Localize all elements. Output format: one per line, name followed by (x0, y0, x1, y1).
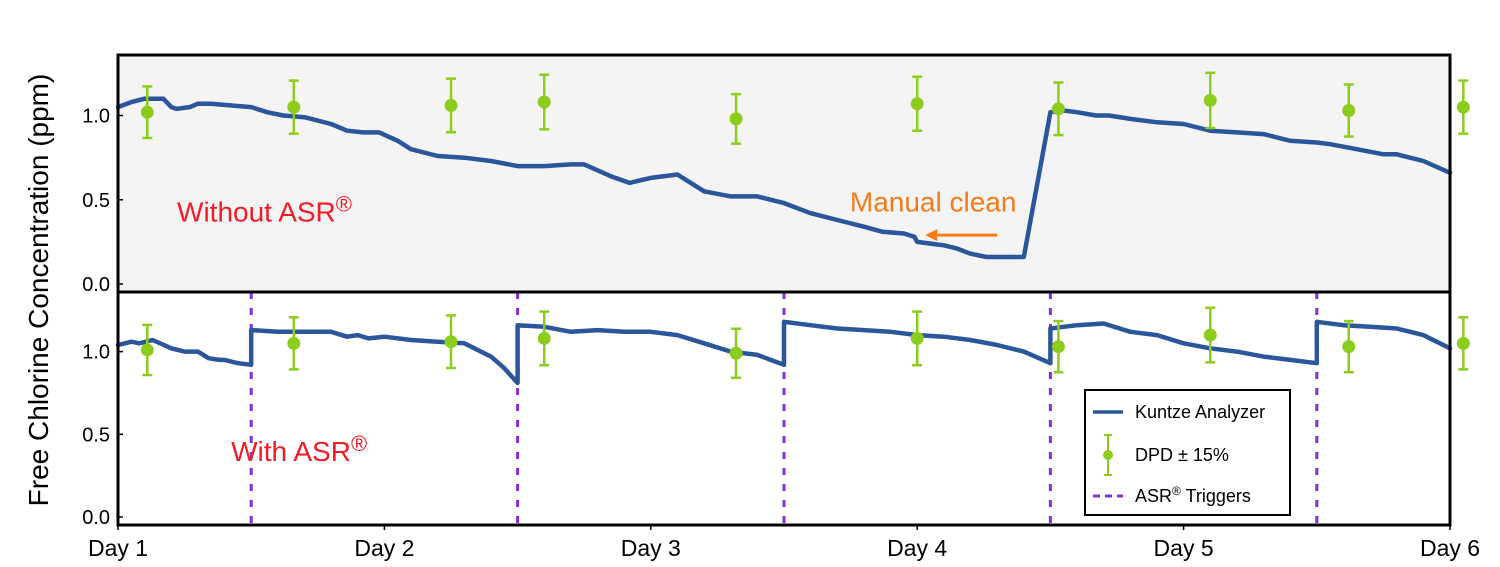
dpd-point (1203, 93, 1217, 107)
x-tick-label: Day 2 (354, 535, 414, 561)
y-tick-label: 0.5 (82, 424, 110, 446)
x-axis: Day 1 Day 2 Day 3 Day 4 Day 5 Day 6 (88, 525, 1480, 561)
dpd-point (1456, 100, 1470, 114)
dpd-point (1203, 328, 1217, 342)
dpd-point (910, 97, 924, 111)
dpd-point (1342, 103, 1356, 117)
panel-background (118, 55, 1450, 292)
legend-label: ASR® Triggers (1135, 484, 1251, 506)
y-axis-label: Free Chlorine Concentration (ppm) (23, 74, 54, 507)
panel-annotation: With ASR® (231, 431, 367, 467)
x-tick-label: Day 4 (887, 535, 947, 561)
dpd-point (1456, 336, 1470, 350)
panel-with: 0.0 0.5 1.0 With ASR® (82, 290, 1470, 529)
analyzer-series-line (115, 96, 1453, 260)
y-tick-label: 0.0 (82, 507, 110, 529)
dpd-point (729, 112, 743, 126)
dpd-point (729, 346, 743, 360)
plot-layer: 0.0 0.5 1.0 Without ASR® Manual clean 0.0 0.5 1… (82, 53, 1480, 561)
dpd-point (1342, 340, 1356, 354)
dpd-point (287, 100, 301, 114)
dpd-point (1051, 102, 1065, 116)
x-tick-label: Day 1 (88, 535, 148, 561)
legend-label: DPD ± 15% (1135, 445, 1229, 465)
x-tick-label: Day 6 (1420, 535, 1480, 561)
y-tick-label: 0.0 (82, 274, 110, 296)
manual-clean-arrowhead (925, 229, 938, 242)
dpd-point (287, 336, 301, 350)
dpd-point (910, 331, 924, 345)
dpd-point (1051, 340, 1065, 354)
y-tick-label: 1.0 (82, 342, 110, 364)
manual-clean-label: Manual clean (850, 187, 1017, 218)
analyzer-series-line (115, 319, 1453, 386)
panel-annotation: Without ASR® (177, 192, 352, 228)
dpd-point (537, 331, 551, 345)
legend-dot-swatch (1103, 450, 1113, 460)
panel-frame (116, 290, 1452, 527)
x-tick-label: Day 3 (621, 535, 681, 561)
x-tick-label: Day 5 (1154, 535, 1214, 561)
y-tick-label: 1.0 (82, 106, 110, 128)
dpd-point (537, 95, 551, 109)
dpd-point (140, 105, 154, 119)
dpd-point (444, 335, 458, 349)
legend: Kuntze Analyzer DPD ± 15% ASR® Triggers (1084, 389, 1291, 516)
panel-without: 0.0 0.5 1.0 Without ASR® Manual clean (82, 53, 1470, 296)
legend-label: Kuntze Analyzer (1135, 402, 1265, 422)
y-tick-label: 0.5 (82, 190, 110, 212)
dpd-point (444, 98, 458, 112)
dpd-point (140, 343, 154, 357)
